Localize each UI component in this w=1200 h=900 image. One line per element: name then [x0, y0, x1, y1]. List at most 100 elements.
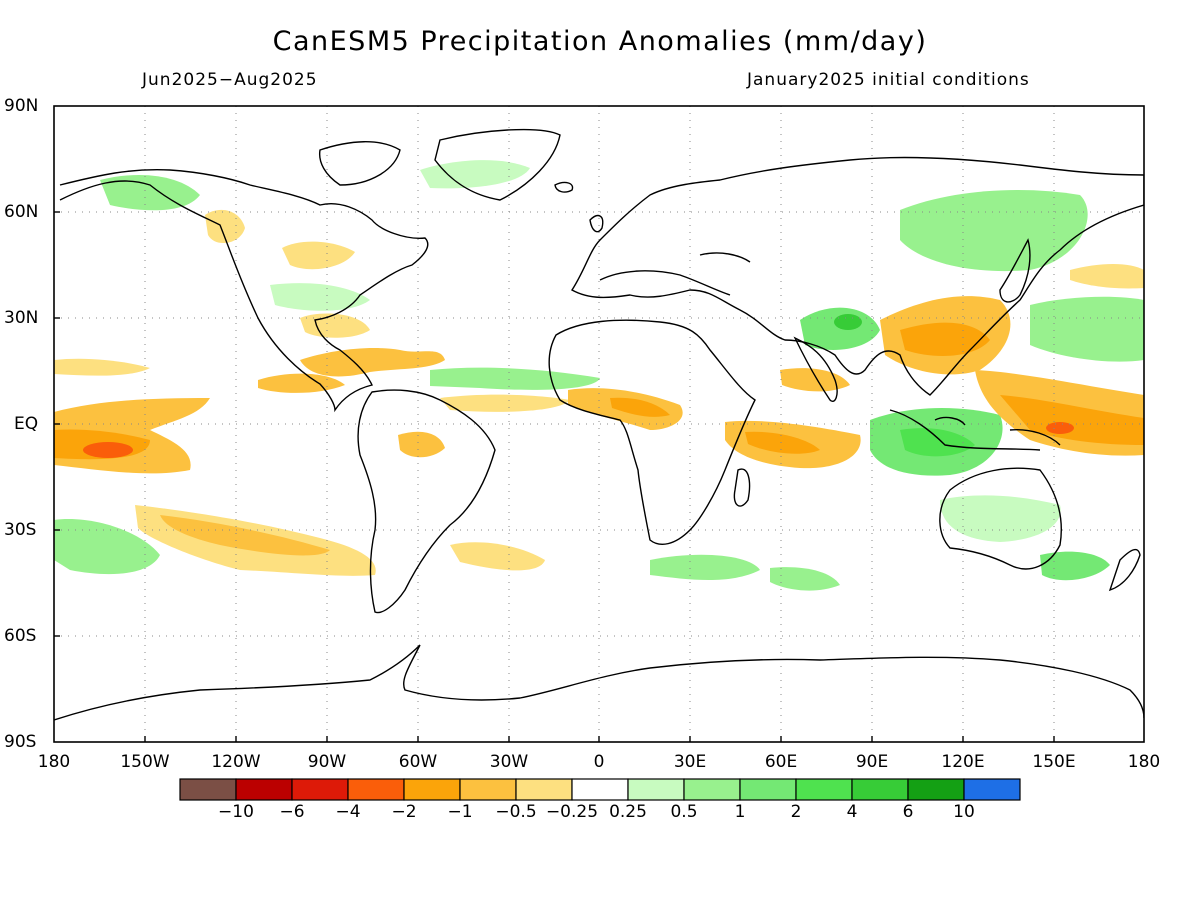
season-label: Jun2025−Aug2025	[142, 70, 318, 90]
lon-label: 0	[593, 752, 605, 772]
colorbar-swatch	[179, 778, 237, 801]
coast-greenland	[434, 128, 561, 201]
lat-label: 60N	[4, 202, 39, 222]
anomaly-field	[54, 160, 1144, 591]
coast-africa	[548, 319, 756, 546]
colorbar-swatch	[963, 778, 1021, 801]
lat-label: 30N	[4, 308, 39, 328]
lon-label: 150W	[120, 752, 170, 772]
colorbar-swatch	[907, 778, 965, 801]
coast-antarctica	[54, 644, 1144, 721]
lon-label: 120W	[211, 752, 261, 772]
colorbar-swatch	[235, 778, 293, 801]
coast-japan	[999, 238, 1031, 303]
anomaly-dry-west-pacific-core	[1000, 395, 1144, 445]
lon-label: 30E	[673, 752, 707, 772]
anomaly-dry-west-pacific-peak	[1046, 422, 1074, 434]
colorbar-label: 4	[846, 802, 858, 822]
anomaly-dry-east-asia-core	[900, 322, 990, 356]
anomaly-wet-maritime-core	[900, 428, 975, 457]
anomaly-wet-atlantic	[430, 367, 600, 390]
lon-label: 60W	[398, 752, 438, 772]
anomaly-wet-north-america	[270, 283, 370, 311]
anomaly-dry-japan	[1070, 264, 1144, 289]
coast-new-zealand	[1108, 548, 1141, 592]
anomaly-dry-indian-ocean-core	[745, 431, 820, 454]
lat-label: 60S	[4, 626, 37, 646]
anomaly-wet-siberia	[900, 190, 1088, 272]
coast-iceland	[554, 181, 574, 193]
coast-south-america	[357, 389, 496, 614]
coast-indonesia	[889, 409, 1061, 451]
anomaly-dry-pacific-peak	[83, 442, 133, 458]
anomaly-wet-arctic-canada	[420, 160, 530, 189]
coastlines	[54, 128, 1144, 721]
colorbar-label: 6	[902, 802, 914, 822]
colorbar-swatch	[795, 778, 853, 801]
anomaly-wet-south-pacific	[54, 519, 160, 575]
colorbar-label: 1	[734, 802, 746, 822]
axis-ticks	[54, 211, 1055, 742]
anomaly-dry-east-pacific	[258, 373, 345, 393]
map-title: CanESM5 Precipitation Anomalies (mm/day)	[272, 26, 928, 57]
anomaly-dry-atlantic-itcz	[440, 394, 570, 412]
anomaly-wet-alaska	[100, 175, 200, 211]
anomaly-dry-arabian-sea	[780, 368, 850, 392]
colorbar-swatch	[347, 778, 405, 801]
colorbar-label: 0.5	[670, 802, 698, 822]
anomaly-wet-southern-ocean	[650, 554, 760, 580]
anomaly-dry-west-africa-core	[610, 397, 670, 417]
colorbar-swatch	[571, 778, 629, 801]
lon-label: 120E	[941, 752, 985, 772]
colorbar-label: −6	[279, 802, 305, 822]
graticule	[54, 106, 1144, 742]
colorbar-label: −0.5	[495, 802, 537, 822]
lat-label: 90N	[4, 96, 39, 116]
colorbar-label: 0.25	[609, 802, 647, 822]
coast-uk	[589, 214, 604, 233]
anomaly-dry-gulf	[300, 313, 370, 338]
colorbar-swatch	[515, 778, 573, 801]
anomaly-wet-north-pacific	[1030, 296, 1144, 362]
lon-label: 90E	[855, 752, 889, 772]
coast-eurasia	[571, 156, 1144, 396]
colorbar-label: 10	[953, 802, 975, 822]
colorbar-label: 2	[790, 802, 802, 822]
anomaly-dry-north-america	[282, 241, 355, 270]
anomaly-wet-tasman	[1040, 551, 1110, 581]
anomaly-dry-caribbean	[300, 348, 445, 377]
coast-madagascar	[733, 468, 751, 507]
lon-label: 150E	[1032, 752, 1076, 772]
anomaly-wet-australia	[940, 495, 1061, 542]
anomaly-dry-canada	[205, 209, 245, 244]
colorbar-swatch	[683, 778, 741, 801]
colorbar-label: −10	[218, 802, 254, 822]
coast-australia	[939, 467, 1062, 570]
colorbar-swatch	[739, 778, 797, 801]
lon-label: 180	[37, 752, 71, 772]
anomaly-dry-south-atlantic	[450, 542, 545, 571]
anomaly-wet-southern-ocean-2	[770, 567, 840, 591]
lon-label: 180	[1127, 752, 1161, 772]
colorbar-swatch	[291, 778, 349, 801]
colorbar	[179, 778, 1021, 801]
lat-label: EQ	[14, 414, 39, 434]
lon-label: 60E	[764, 752, 798, 772]
colorbar-label: −1	[447, 802, 473, 822]
coast-north-america	[59, 168, 429, 413]
anomaly-dry-spcz-core	[160, 515, 330, 556]
anomaly-dry-amazon	[398, 431, 445, 458]
colorbar-swatch	[851, 778, 909, 801]
lat-label: 30S	[4, 520, 37, 540]
anomaly-dry-pacific-strip	[54, 358, 150, 376]
lat-label: 90S	[4, 732, 37, 752]
anomaly-wet-india-peak	[834, 314, 862, 330]
coast-mediterranean	[599, 252, 751, 296]
initial-conditions-label: January2025 initial conditions	[747, 70, 1030, 90]
coast-canadian-arctic	[318, 141, 401, 186]
colorbar-label: −2	[391, 802, 417, 822]
coast-india	[793, 336, 838, 402]
colorbar-swatch	[459, 778, 517, 801]
lon-label: 90W	[307, 752, 347, 772]
